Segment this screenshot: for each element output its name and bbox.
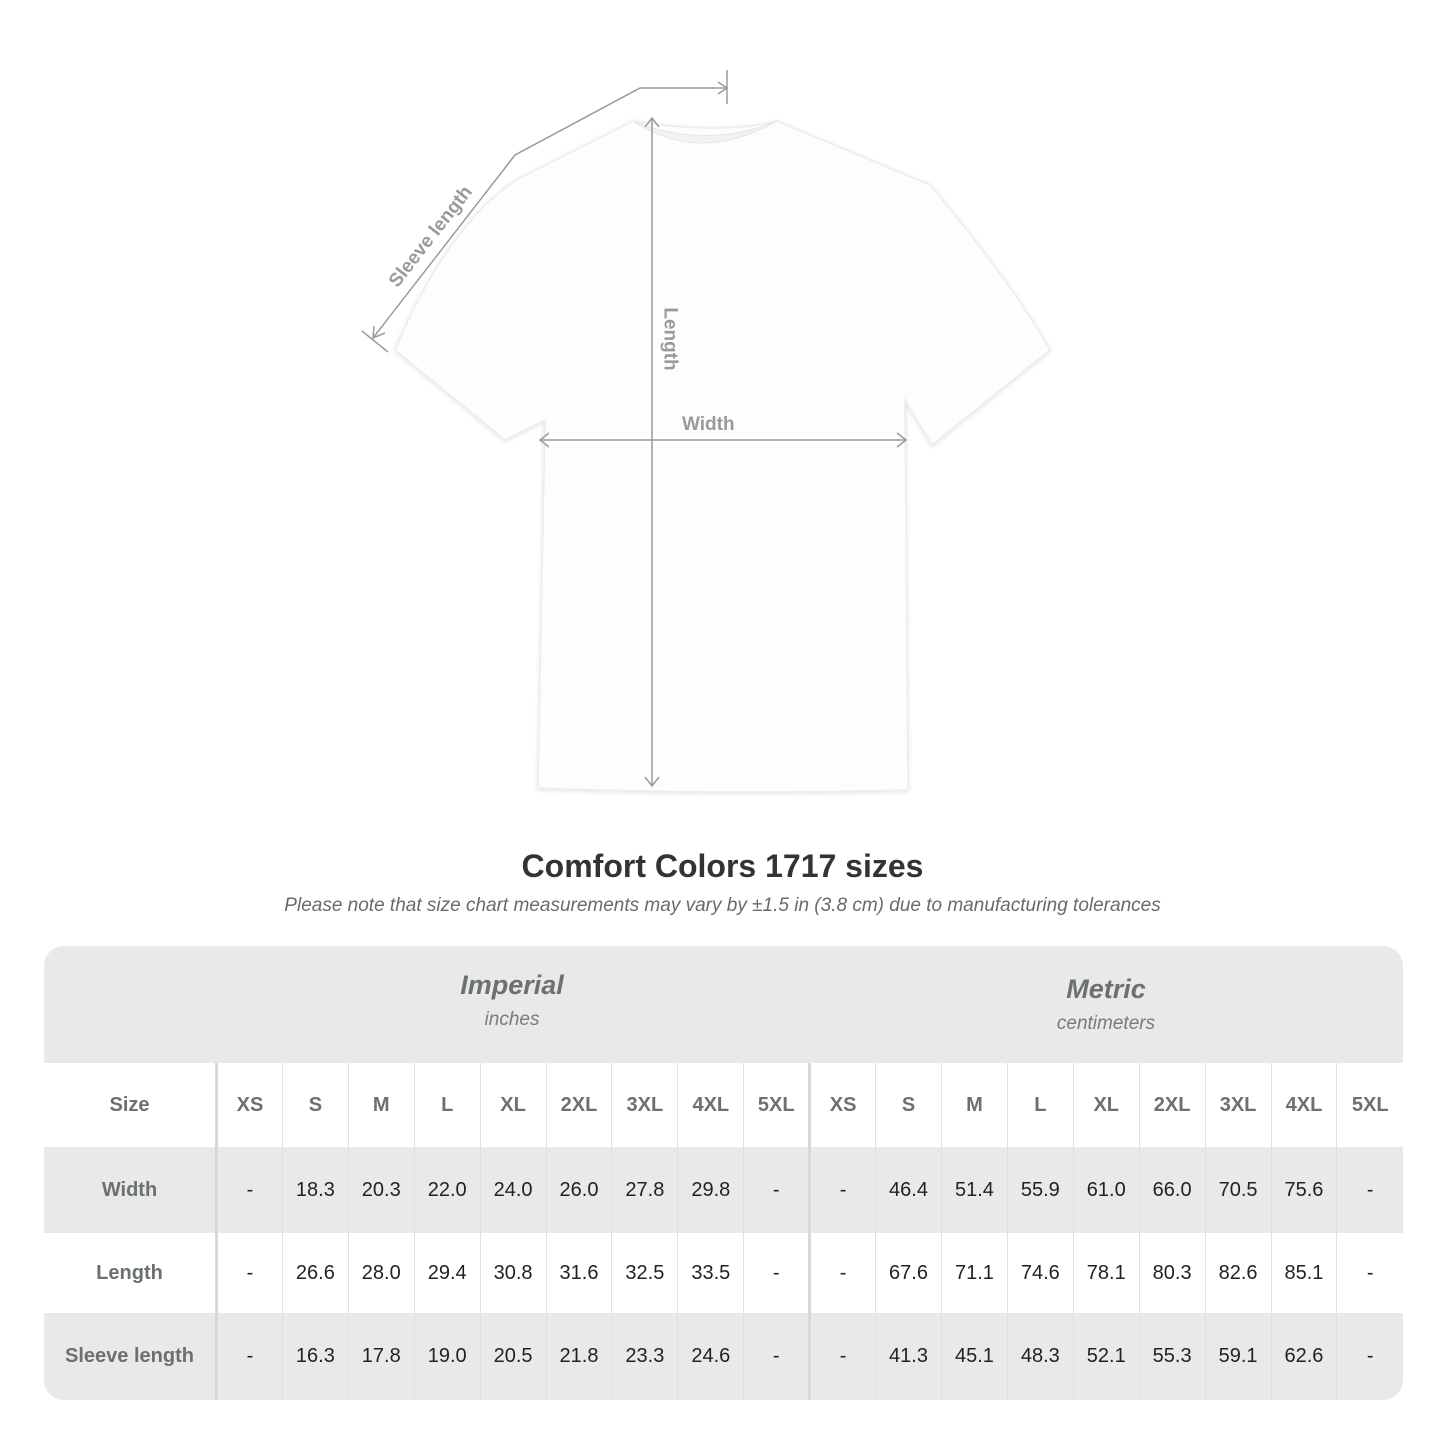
size-table: Size XS S M L XL 2XL 3XL 4XL 5XL XS S M L XL 2XL 3XL 4XL 5…: [44, 1063, 1403, 1400]
imperial-size-header: M: [347, 1063, 415, 1147]
metric-size-header: XL: [1072, 1063, 1140, 1147]
table-row: Sleeve length -16.3 17.8 19.0 20.5 21.8 23.3 24…: [44, 1313, 1403, 1400]
row-label: Width: [44, 1147, 218, 1233]
imperial-size-header: S: [281, 1063, 349, 1147]
imperial-cell: 24.0: [479, 1147, 547, 1233]
size-chart: Imperial inches Metric centimeters Size X…: [44, 946, 1403, 1400]
metric-cell: -: [1336, 1313, 1403, 1400]
chart-subtitle: Please note that size chart measurements…: [284, 895, 1161, 916]
imperial-size-header: 5XL: [743, 1063, 810, 1147]
metric-cell: 74.6: [1006, 1233, 1074, 1313]
chart-title: Comfort Colors 1717 sizes: [521, 848, 924, 884]
imperial-cell: 32.5: [611, 1233, 678, 1313]
length-label: Length: [659, 307, 681, 371]
imperial-size-header: L: [413, 1063, 481, 1147]
imperial-cell: 22.0: [413, 1147, 481, 1233]
imperial-cell: 27.8: [611, 1147, 678, 1233]
imperial-cell: 18.3: [281, 1147, 349, 1233]
imperial-cell: 19.0: [413, 1313, 481, 1400]
metric-cell: 61.0: [1072, 1147, 1140, 1233]
imperial-cell: 23.3: [611, 1313, 678, 1400]
imperial-cell: -: [216, 1233, 283, 1313]
width-label: Width: [682, 414, 735, 435]
imperial-cell: 28.0: [347, 1233, 415, 1313]
metric-cell: 48.3: [1006, 1313, 1074, 1400]
metric-cell: 59.1: [1204, 1313, 1271, 1400]
imperial-cell: 33.5: [677, 1233, 744, 1313]
metric-cell: 75.6: [1270, 1147, 1337, 1233]
metric-size-header: 3XL: [1204, 1063, 1271, 1147]
sleeve-measure-line: [372, 87, 727, 339]
imperial-size-header: 2XL: [545, 1063, 612, 1147]
metric-cell: 55.9: [1006, 1147, 1074, 1233]
metric-cell: 52.1: [1072, 1313, 1140, 1400]
table-row: Length -26.6 28.0 29.4 30.8 31.6 32.5 33.5- -67.…: [44, 1233, 1403, 1313]
imperial-header: Imperial inches: [215, 946, 809, 1087]
metric-cell: 45.1: [940, 1313, 1008, 1400]
metric-cell: 66.0: [1138, 1147, 1206, 1233]
imperial-cell: -: [216, 1147, 283, 1233]
imperial-cell: -: [216, 1313, 283, 1400]
imperial-cell: -: [743, 1313, 810, 1400]
imperial-size-header: 3XL: [611, 1063, 678, 1147]
imperial-cell: 26.0: [545, 1147, 612, 1233]
metric-cell: 82.6: [1204, 1233, 1271, 1313]
imperial-cell: 17.8: [347, 1313, 415, 1400]
metric-cell: -: [1336, 1233, 1403, 1313]
metric-size-header: M: [940, 1063, 1008, 1147]
metric-cell: 41.3: [875, 1313, 942, 1400]
metric-cell: 51.4: [940, 1147, 1008, 1233]
metric-cell: 80.3: [1138, 1233, 1206, 1313]
imperial-cell: 30.8: [479, 1233, 547, 1313]
imperial-cell: 29.8: [677, 1147, 744, 1233]
metric-unit: centimeters: [1056, 1013, 1156, 1034]
metric-cell: -: [808, 1313, 876, 1400]
metric-size-header: 2XL: [1138, 1063, 1206, 1147]
metric-cell: 67.6: [875, 1233, 942, 1313]
neckline: [632, 120, 778, 144]
metric-cell: 78.1: [1072, 1233, 1140, 1313]
size-header: Size: [44, 1063, 218, 1147]
metric-cell: 46.4: [875, 1147, 942, 1233]
metric-cell: 62.6: [1270, 1313, 1337, 1400]
tshirt-diagram: [361, 70, 1051, 793]
imperial-cell: 26.6: [281, 1233, 349, 1313]
imperial-cell: 24.6: [677, 1313, 744, 1400]
metric-title: Metric: [1066, 974, 1146, 1004]
imperial-cell: 16.3: [281, 1313, 349, 1400]
metric-cell: 85.1: [1270, 1233, 1337, 1313]
metric-size-header: S: [875, 1063, 942, 1147]
imperial-cell: -: [743, 1233, 810, 1313]
imperial-size-header: XL: [479, 1063, 547, 1147]
imperial-cell: 21.8: [545, 1313, 612, 1400]
imperial-title: Imperial: [460, 970, 564, 1000]
row-label: Length: [44, 1233, 218, 1313]
imperial-size-header: 4XL: [677, 1063, 744, 1147]
row-label: Sleeve length: [44, 1313, 218, 1400]
table-header-row: Size XS S M L XL 2XL 3XL 4XL 5XL XS S M L XL 2XL 3XL 4XL 5…: [44, 1063, 1403, 1147]
table-row: Width -18.3 20.3 22.0 24.0 26.0 27.8 29.8- -46.4…: [44, 1147, 1403, 1233]
imperial-unit: inches: [484, 1009, 540, 1030]
metric-cell: 70.5: [1204, 1147, 1271, 1233]
imperial-cell: 31.6: [545, 1233, 612, 1313]
metric-size-header: 4XL: [1270, 1063, 1337, 1147]
imperial-cell: 20.3: [347, 1147, 415, 1233]
metric-size-header: L: [1006, 1063, 1074, 1147]
metric-cell: -: [808, 1147, 876, 1233]
metric-cell: 55.3: [1138, 1313, 1206, 1400]
metric-size-header: 5XL: [1336, 1063, 1403, 1147]
metric-cell: -: [1336, 1147, 1403, 1233]
metric-header: Metric centimeters: [809, 946, 1403, 1091]
imperial-size-header: XS: [216, 1063, 283, 1147]
metric-cell: -: [808, 1233, 876, 1313]
tshirt-shape: [394, 120, 1051, 793]
metric-cell: 71.1: [940, 1233, 1008, 1313]
imperial-cell: -: [743, 1147, 810, 1233]
imperial-cell: 29.4: [413, 1233, 481, 1313]
metric-size-header: XS: [808, 1063, 876, 1147]
imperial-cell: 20.5: [479, 1313, 547, 1400]
